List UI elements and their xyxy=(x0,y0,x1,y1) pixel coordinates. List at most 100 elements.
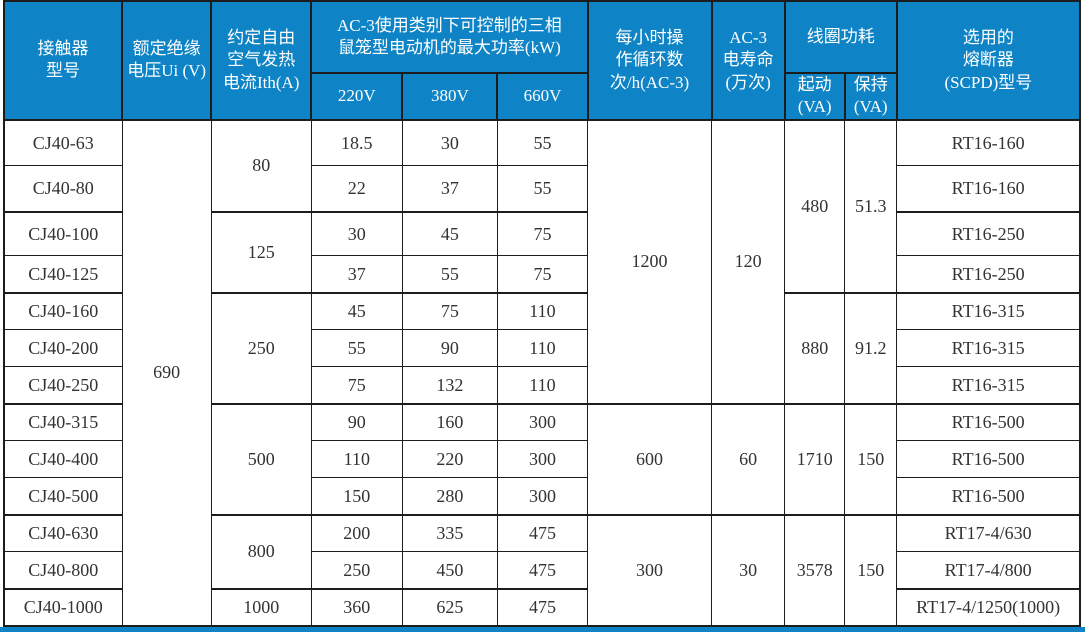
cell-coil-hold: 150 xyxy=(844,513,898,627)
cell-thermal-current: 500 xyxy=(210,402,312,516)
cell-power-660v: 55 xyxy=(496,165,589,213)
header-thermal-current: 约定自由 空气发热 电流Ith(A) xyxy=(210,0,313,121)
cell-power-220v: 200 xyxy=(310,513,403,553)
cell-fuse: RT16-160 xyxy=(896,165,1081,213)
cell-fuse: RT17-4/1250(1000) xyxy=(896,587,1081,627)
cell-insulation-voltage: 690 xyxy=(121,119,212,627)
cell-fuse: RT16-315 xyxy=(896,366,1081,405)
cell-coil-hold: 51.3 xyxy=(844,119,898,294)
cell-fuse: RT16-500 xyxy=(896,440,1081,479)
cell-power-220v: 45 xyxy=(310,291,403,331)
cell-power-380v: 30 xyxy=(401,119,498,167)
cell-power-660v: 110 xyxy=(496,366,589,405)
header-coil-hold: 保持 (VA) xyxy=(843,72,898,121)
cell-power-380v: 160 xyxy=(401,402,498,442)
cell-model: CJ40-100 xyxy=(3,210,123,257)
cell-model: CJ40-800 xyxy=(3,551,123,590)
cell-power-220v: 250 xyxy=(310,551,403,590)
header-660v: 660V xyxy=(496,72,589,121)
cell-power-660v: 300 xyxy=(496,440,589,479)
cell-fuse: RT16-500 xyxy=(896,402,1081,442)
cell-cycles: 300 xyxy=(586,513,713,627)
table-row: CJ40-400 110 220 300 RT16-500 xyxy=(3,440,1081,479)
table-row: CJ40-125 37 55 75 RT16-250 xyxy=(3,255,1081,294)
cell-fuse: RT16-500 xyxy=(896,477,1081,516)
cell-model: CJ40-80 xyxy=(3,165,123,213)
cell-power-380v: 45 xyxy=(401,210,498,257)
cell-model: CJ40-500 xyxy=(3,477,123,516)
header-220v: 220V xyxy=(310,72,404,121)
cell-power-220v: 30 xyxy=(310,210,403,257)
header-380v: 380V xyxy=(401,72,499,121)
cell-model: CJ40-200 xyxy=(3,329,123,368)
cell-life: 30 xyxy=(711,513,786,627)
cell-fuse: RT16-315 xyxy=(896,329,1081,368)
cell-power-380v: 450 xyxy=(401,551,498,590)
cell-power-660v: 300 xyxy=(496,402,589,442)
cell-power-660v: 475 xyxy=(496,551,589,590)
header-cycles-per-hour: 每小时操 作循环数 次/h(AC-3) xyxy=(586,0,713,121)
cell-power-220v: 22 xyxy=(310,165,403,213)
header-fuse-type: 选用的 熔断器 (SCPD)型号 xyxy=(895,0,1082,121)
cell-thermal-current: 80 xyxy=(210,119,312,213)
cell-thermal-current: 125 xyxy=(210,210,312,294)
cell-model: CJ40-1000 xyxy=(3,587,123,627)
cell-power-380v: 55 xyxy=(401,255,498,294)
table-header: 接触器 型号 额定绝缘 电压Ui (V) 约定自由 空气发热 电流Ith(A) … xyxy=(2,0,1082,121)
cell-power-660v: 475 xyxy=(496,587,589,627)
table-row: CJ40-160 250 45 75 110 880 91.2 RT16-315 xyxy=(3,291,1081,405)
header-coil-power-group: 线圈功耗 xyxy=(783,0,898,74)
bottom-accent-bar xyxy=(0,626,1085,632)
cell-power-380v: 132 xyxy=(401,366,498,405)
header-coil-start: 起动 (VA) xyxy=(783,72,846,121)
cell-thermal-current: 1000 xyxy=(210,587,312,627)
header-electrical-life: AC-3 电寿命 (万次) xyxy=(710,0,786,121)
cell-model: CJ40-160 xyxy=(3,291,123,331)
cell-thermal-current: 800 xyxy=(210,513,312,590)
cell-power-380v: 75 xyxy=(401,291,498,331)
cell-power-380v: 625 xyxy=(401,587,498,627)
cell-power-220v: 110 xyxy=(310,440,403,479)
cell-power-660v: 475 xyxy=(496,513,589,553)
table-row: CJ40-1000 1000 360 625 475 RT17-4/1250(1… xyxy=(3,587,1081,627)
cell-fuse: RT16-250 xyxy=(896,255,1081,294)
cell-coil-start: 480 xyxy=(784,119,846,294)
cell-power-660v: 75 xyxy=(496,210,589,257)
cell-fuse: RT16-250 xyxy=(896,210,1081,257)
table-row: CJ40-100 125 30 45 75 RT16-250 xyxy=(3,210,1081,294)
cell-model: CJ40-250 xyxy=(3,366,123,405)
cell-power-220v: 90 xyxy=(310,402,403,442)
cell-fuse: RT16-160 xyxy=(896,119,1081,167)
cell-power-220v: 55 xyxy=(310,329,403,368)
table-row: CJ40-630 800 200 335 475 300 30 3578 150… xyxy=(3,513,1081,627)
table-row: CJ40-80 22 37 55 RT16-160 xyxy=(3,165,1081,213)
cell-cycles: 600 xyxy=(586,402,713,516)
cell-power-660v: 110 xyxy=(496,291,589,331)
cell-power-380v: 220 xyxy=(401,440,498,479)
header-insulation-voltage: 额定绝缘 电压Ui (V) xyxy=(121,0,213,121)
table-row: CJ40-500 150 280 300 RT16-500 xyxy=(3,477,1081,516)
cell-power-220v: 150 xyxy=(310,477,403,516)
table-body: CJ40-63 690 80 18.5 30 55 1200 120 480 5… xyxy=(3,119,1081,627)
cell-model: CJ40-630 xyxy=(3,513,123,553)
cell-coil-hold: 91.2 xyxy=(844,291,898,405)
cell-power-660v: 55 xyxy=(496,119,589,167)
cell-model: CJ40-125 xyxy=(3,255,123,294)
table-row: CJ40-315 500 90 160 300 600 60 1710 150 … xyxy=(3,402,1081,516)
header-power-group: AC-3使用类别下可控制的三相 鼠笼型电动机的最大功率(kW) xyxy=(310,0,589,74)
cell-power-660v: 300 xyxy=(496,477,589,516)
cell-power-380v: 335 xyxy=(401,513,498,553)
table-row: CJ40-200 55 90 110 RT16-315 xyxy=(3,329,1081,368)
cell-model: CJ40-63 xyxy=(3,119,123,167)
cell-power-380v: 280 xyxy=(401,477,498,516)
cell-fuse: RT17-4/630 xyxy=(896,513,1081,553)
table-row: CJ40-800 250 450 475 RT17-4/800 xyxy=(3,551,1081,590)
cell-power-660v: 110 xyxy=(496,329,589,368)
cell-power-220v: 37 xyxy=(310,255,403,294)
cell-power-220v: 18.5 xyxy=(310,119,403,167)
cell-life: 60 xyxy=(711,402,786,516)
cell-power-380v: 90 xyxy=(401,329,498,368)
cell-power-220v: 360 xyxy=(310,587,403,627)
cell-model: CJ40-400 xyxy=(3,440,123,479)
